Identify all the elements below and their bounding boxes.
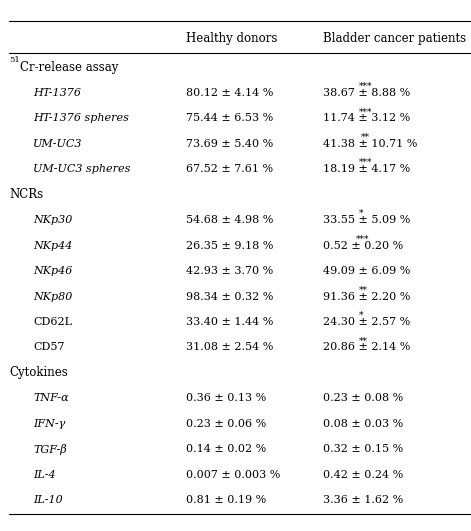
Text: **: **	[358, 337, 367, 346]
Text: NKp44: NKp44	[33, 241, 73, 251]
Text: 24.30 ± 2.57 %: 24.30 ± 2.57 %	[323, 317, 410, 327]
Text: 73.69 ± 5.40 %: 73.69 ± 5.40 %	[186, 139, 273, 149]
Text: 33.55 ± 5.09 %: 33.55 ± 5.09 %	[323, 215, 410, 225]
Text: *: *	[358, 311, 363, 320]
Text: 38.67 ± 8.88 %: 38.67 ± 8.88 %	[323, 88, 410, 98]
Text: Cr-release assay: Cr-release assay	[20, 61, 118, 74]
Text: 54.68 ± 4.98 %: 54.68 ± 4.98 %	[186, 215, 274, 225]
Text: ***: ***	[358, 158, 372, 167]
Text: 98.34 ± 0.32 %: 98.34 ± 0.32 %	[186, 292, 274, 302]
Text: 0.23 ± 0.06 %: 0.23 ± 0.06 %	[186, 419, 266, 429]
Text: UM-UC3: UM-UC3	[33, 139, 82, 149]
Text: CD57: CD57	[33, 342, 65, 353]
Text: NKp46: NKp46	[33, 266, 73, 276]
Text: 67.52 ± 7.61 %: 67.52 ± 7.61 %	[186, 164, 273, 174]
Text: 91.36 ± 2.20 %: 91.36 ± 2.20 %	[323, 292, 410, 302]
Text: 33.40 ± 1.44 %: 33.40 ± 1.44 %	[186, 317, 274, 327]
Text: IFN-γ: IFN-γ	[33, 419, 65, 429]
Text: CD62L: CD62L	[33, 317, 72, 327]
Text: HT-1376: HT-1376	[33, 88, 81, 98]
Text: HT-1376 spheres: HT-1376 spheres	[33, 113, 129, 123]
Text: 49.09 ± 6.09 %: 49.09 ± 6.09 %	[323, 266, 410, 276]
Text: 75.44 ± 6.53 %: 75.44 ± 6.53 %	[186, 113, 273, 123]
Text: 26.35 ± 9.18 %: 26.35 ± 9.18 %	[186, 241, 274, 251]
Text: 31.08 ± 2.54 %: 31.08 ± 2.54 %	[186, 342, 274, 353]
Text: Cytokines: Cytokines	[9, 366, 68, 380]
Text: 0.14 ± 0.02 %: 0.14 ± 0.02 %	[186, 444, 266, 455]
Text: 0.23 ± 0.08 %: 0.23 ± 0.08 %	[323, 393, 403, 404]
Text: 11.74 ± 3.12 %: 11.74 ± 3.12 %	[323, 113, 410, 123]
Text: 80.12 ± 4.14 %: 80.12 ± 4.14 %	[186, 88, 274, 98]
Text: NCRs: NCRs	[9, 188, 43, 201]
Text: 0.81 ± 0.19 %: 0.81 ± 0.19 %	[186, 495, 266, 506]
Text: UM-UC3 spheres: UM-UC3 spheres	[33, 164, 130, 174]
Text: 3.36 ± 1.62 %: 3.36 ± 1.62 %	[323, 495, 403, 506]
Text: 20.86 ± 2.14 %: 20.86 ± 2.14 %	[323, 342, 410, 353]
Text: 18.19 ± 4.17 %: 18.19 ± 4.17 %	[323, 164, 410, 174]
Text: 51: 51	[9, 56, 20, 64]
Text: Healthy donors: Healthy donors	[186, 32, 277, 45]
Text: TGF-β: TGF-β	[33, 444, 66, 455]
Text: IL-4: IL-4	[33, 470, 56, 480]
Text: *: *	[358, 209, 363, 218]
Text: ***: ***	[358, 82, 372, 91]
Text: 0.36 ± 0.13 %: 0.36 ± 0.13 %	[186, 393, 266, 404]
Text: 0.52 ± 0.20 %: 0.52 ± 0.20 %	[323, 241, 403, 251]
Text: 0.32 ± 0.15 %: 0.32 ± 0.15 %	[323, 444, 403, 455]
Text: ***: ***	[356, 235, 369, 244]
Text: NKp80: NKp80	[33, 292, 73, 302]
Text: 0.007 ± 0.003 %: 0.007 ± 0.003 %	[186, 470, 280, 480]
Text: **: **	[361, 133, 370, 142]
Text: ***: ***	[358, 107, 372, 116]
Text: IL-10: IL-10	[33, 495, 63, 506]
Text: Bladder cancer patients: Bladder cancer patients	[323, 32, 466, 45]
Text: 42.93 ± 3.70 %: 42.93 ± 3.70 %	[186, 266, 273, 276]
Text: 0.08 ± 0.03 %: 0.08 ± 0.03 %	[323, 419, 403, 429]
Text: 0.42 ± 0.24 %: 0.42 ± 0.24 %	[323, 470, 403, 480]
Text: 41.38 ± 10.71 %: 41.38 ± 10.71 %	[323, 139, 417, 149]
Text: TNF-α: TNF-α	[33, 393, 69, 404]
Text: **: **	[358, 286, 367, 295]
Text: NKp30: NKp30	[33, 215, 73, 225]
